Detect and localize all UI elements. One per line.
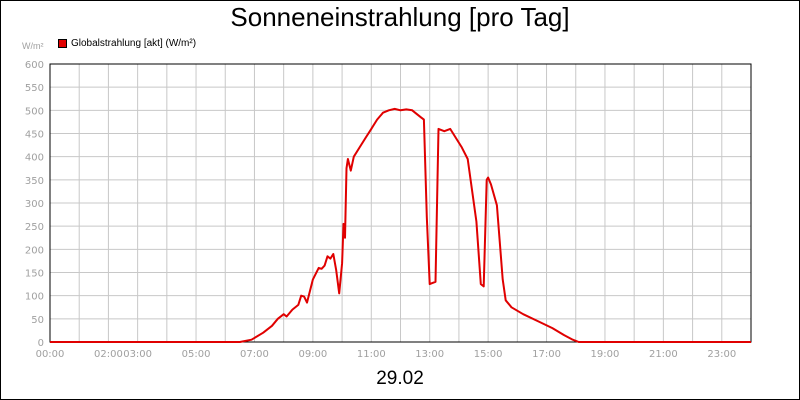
y-tick-label: 300 [25,199,44,210]
y-axis-unit: W/m² [22,41,44,51]
y-tick-label: 50 [31,315,44,326]
y-tick-label: 200 [25,245,44,256]
y-tick-label: 150 [25,269,44,280]
x-tick-label: 17:00 [532,349,561,360]
x-tick-label: 11:00 [357,349,386,360]
y-tick-label: 250 [25,222,44,233]
series-line-globalstrahlung [50,107,751,343]
x-tick-label: 15:00 [474,349,503,360]
x-tick-label: 00:00 [36,349,65,360]
y-tick-labels: 0 50 100 150 200 250 300 350 400 450 500 550 600 [25,60,44,349]
chart-title: Sonneneinstrahlung [pro Tag] [230,2,570,32]
y-tick-label: 500 [25,106,44,117]
x-tick-labels: 00:00 02:00 03:00 05:00 07:00 09:00 11:00 13:00… [36,349,737,360]
x-tick-label: 05:00 [182,349,211,360]
plot-area [49,63,752,343]
x-tick-label: 19:00 [591,349,620,360]
x-tick-label: 02:00 [94,349,123,360]
y-tick-label: 450 [25,130,44,141]
legend-label: Globalstrahlung [akt] (W/m²) [71,38,197,49]
x-tick-label: 13:00 [415,349,444,360]
x-axis-label: 29.02 [376,368,424,389]
x-tick-label: 07:00 [240,349,269,360]
grid [49,63,752,343]
y-tick-label: 600 [25,60,44,71]
y-tick-label: 0 [38,338,44,349]
y-tick-label: 400 [25,153,44,164]
x-tick-label: 23:00 [707,349,736,360]
x-tick-label: 09:00 [298,349,327,360]
legend-swatch [58,39,67,48]
y-tick-label: 550 [25,83,44,94]
x-tick-label: 21:00 [649,349,678,360]
y-tick-label: 100 [25,292,44,303]
legend: Globalstrahlung [akt] (W/m²) [58,38,196,49]
y-tick-label: 350 [25,176,44,187]
x-tick-label: 03:00 [123,349,152,360]
